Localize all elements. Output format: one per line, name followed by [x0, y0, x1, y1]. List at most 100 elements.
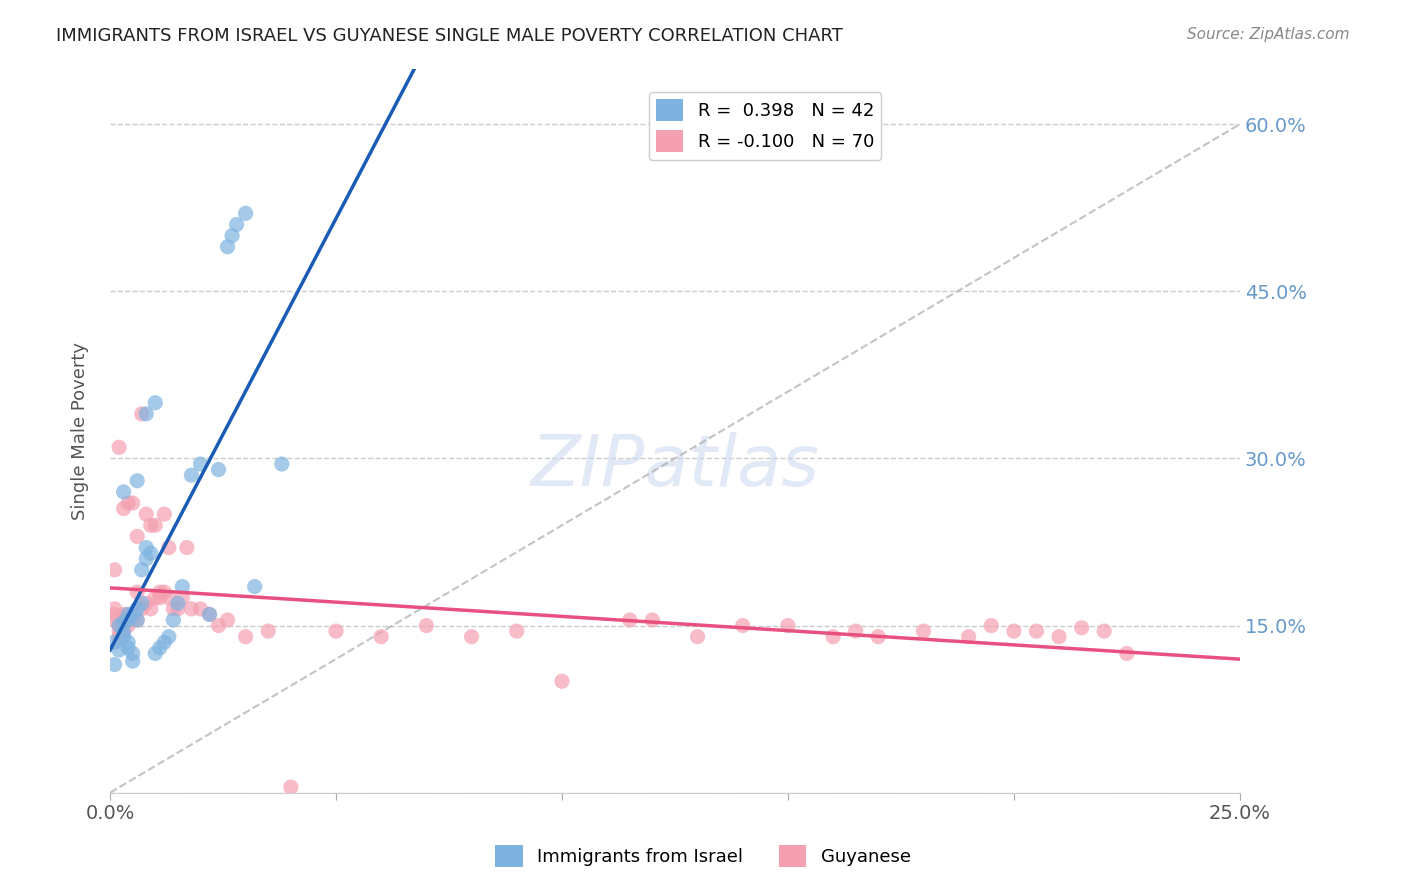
Point: [135, 596, 157, 610]
Point: [823, 630, 845, 644]
Point: [127, 474, 149, 488]
Point: [143, 591, 166, 605]
Point: [149, 585, 172, 599]
Point: [104, 635, 127, 649]
Point: [176, 541, 198, 555]
Point: [172, 580, 194, 594]
Point: [131, 602, 153, 616]
Legend: R =  0.398   N = 42, R = -0.100   N = 70: R = 0.398 N = 42, R = -0.100 N = 70: [650, 92, 882, 160]
Point: [117, 635, 139, 649]
Point: [121, 607, 143, 622]
Point: [980, 618, 1002, 632]
Point: [127, 613, 149, 627]
Point: [280, 780, 302, 794]
Point: [108, 624, 131, 639]
Point: [104, 607, 127, 622]
Point: [108, 630, 131, 644]
Point: [139, 546, 162, 560]
Point: [641, 613, 664, 627]
Point: [551, 674, 574, 689]
Point: [131, 596, 153, 610]
Point: [117, 618, 139, 632]
Point: [370, 630, 392, 644]
Point: [180, 602, 202, 616]
Point: [776, 618, 799, 632]
Point: [112, 484, 135, 499]
Point: [190, 457, 212, 471]
Point: [121, 607, 143, 622]
Point: [157, 541, 180, 555]
Point: [117, 607, 139, 622]
Point: [149, 640, 172, 655]
Point: [127, 529, 149, 543]
Point: [235, 630, 257, 644]
Point: [104, 613, 127, 627]
Point: [117, 640, 139, 655]
Point: [135, 541, 157, 555]
Point: [225, 218, 247, 232]
Point: [112, 501, 135, 516]
Legend: Immigrants from Israel, Guyanese: Immigrants from Israel, Guyanese: [488, 838, 918, 874]
Point: [207, 462, 229, 476]
Point: [112, 615, 135, 630]
Point: [243, 580, 266, 594]
Point: [127, 613, 149, 627]
Point: [957, 630, 980, 644]
Point: [149, 591, 172, 605]
Point: [270, 457, 292, 471]
Point: [143, 647, 166, 661]
Point: [166, 602, 188, 616]
Point: [104, 657, 127, 672]
Text: IMMIGRANTS FROM ISRAEL VS GUYANESE SINGLE MALE POVERTY CORRELATION CHART: IMMIGRANTS FROM ISRAEL VS GUYANESE SINGL…: [56, 27, 844, 45]
Point: [190, 602, 212, 616]
Point: [198, 607, 221, 622]
Point: [731, 618, 754, 632]
Point: [162, 602, 184, 616]
Point: [912, 624, 935, 639]
Point: [143, 396, 166, 410]
Point: [131, 407, 153, 421]
Point: [104, 602, 127, 616]
Point: [198, 607, 221, 622]
Point: [221, 228, 243, 243]
Point: [162, 613, 184, 627]
Point: [257, 624, 280, 639]
Point: [112, 624, 135, 639]
Point: [157, 591, 180, 605]
Point: [121, 647, 143, 661]
Point: [117, 496, 139, 510]
Point: [112, 613, 135, 627]
Point: [153, 635, 176, 649]
Point: [108, 618, 131, 632]
Point: [121, 613, 143, 627]
Point: [131, 563, 153, 577]
Point: [686, 630, 709, 644]
Point: [112, 630, 135, 644]
Point: [845, 624, 868, 639]
Point: [108, 643, 131, 657]
Point: [139, 602, 162, 616]
Point: [117, 607, 139, 622]
Point: [207, 618, 229, 632]
Point: [121, 654, 143, 668]
Text: Source: ZipAtlas.com: Source: ZipAtlas.com: [1187, 27, 1350, 42]
Point: [157, 630, 180, 644]
Point: [415, 618, 437, 632]
Point: [153, 585, 176, 599]
Point: [112, 624, 135, 639]
Text: ZIPatlas: ZIPatlas: [530, 433, 820, 501]
Point: [143, 518, 166, 533]
Point: [121, 496, 143, 510]
Point: [166, 596, 188, 610]
Point: [1070, 621, 1092, 635]
Point: [108, 618, 131, 632]
Point: [172, 591, 194, 605]
Point: [506, 624, 529, 639]
Point: [127, 602, 149, 616]
Point: [1002, 624, 1025, 639]
Point: [135, 551, 157, 566]
Point: [460, 630, 482, 644]
Point: [217, 240, 239, 254]
Point: [325, 624, 347, 639]
Y-axis label: Single Male Poverty: Single Male Poverty: [72, 342, 89, 520]
